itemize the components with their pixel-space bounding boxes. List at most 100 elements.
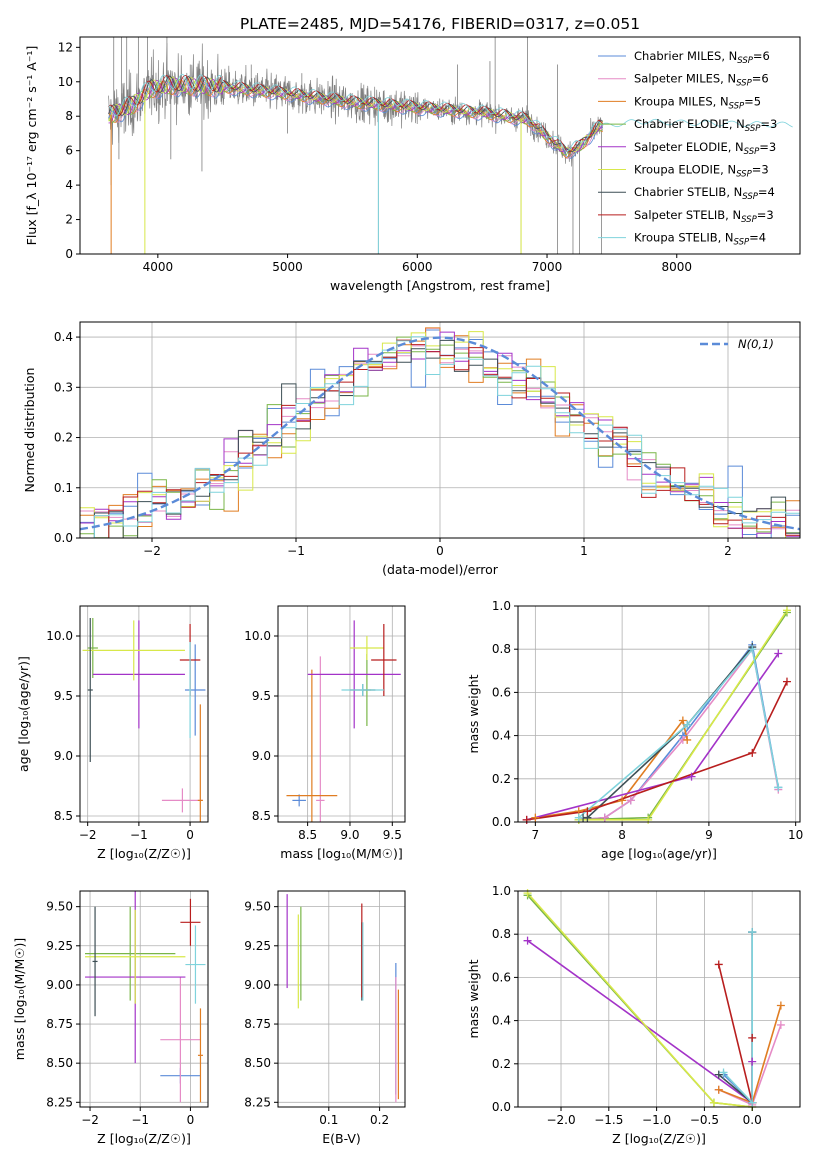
legend-entry: Kroupa ELODIE, NSSP=3 [634, 163, 769, 180]
y-axis-label: mass weight [466, 674, 481, 753]
y-tick-label: 0.6 [492, 970, 511, 984]
y-tick-label: 10.0 [244, 629, 271, 643]
histogram-step [80, 336, 800, 538]
plus-marker [574, 813, 583, 822]
series-line [578, 647, 780, 821]
plus-marker [583, 807, 592, 816]
plus-marker [774, 649, 783, 658]
x-tick-label: 9 [705, 828, 713, 842]
plus-marker [687, 772, 696, 781]
series-line [718, 1005, 782, 1104]
series-line [578, 647, 780, 819]
y-tick-label: 0.2 [492, 772, 511, 786]
plot-area-mass_ebv [286, 894, 399, 1103]
x-tick-label: −1.0 [642, 1113, 671, 1127]
x-tick-label: 0.0 [743, 1113, 762, 1127]
y-tick-label: 9.50 [46, 900, 73, 914]
x-tick-label: 0.2 [370, 1113, 389, 1127]
legend-entry: Salpeter MILES, NSSP=6 [634, 72, 769, 89]
y-tick-label: 8.5 [252, 809, 271, 823]
x-tick-label: −0.5 [690, 1113, 719, 1127]
y-tick-label: 0.4 [492, 729, 511, 743]
plus-marker [683, 720, 692, 729]
y-tick-label: 8 [65, 109, 73, 123]
axes-mass_Z [80, 891, 208, 1107]
plus-marker [626, 796, 635, 805]
y-axis-label: mass [log₁₀(M/M☉)] [12, 938, 27, 1060]
y-tick-label: 10.0 [46, 629, 73, 643]
x-tick-label: 8.5 [298, 828, 317, 842]
x-axis-label: mass [log₁₀(M/M☉)] [280, 846, 402, 861]
x-tick-label: 0 [436, 544, 444, 558]
y-tick-label: 1.0 [492, 884, 511, 898]
x-axis-label: wavelength [Angstrom, rest frame] [330, 278, 550, 293]
y-tick-label: 8.50 [244, 1056, 271, 1070]
plus-marker [644, 815, 653, 824]
x-tick-label: 0.1 [319, 1113, 338, 1127]
axes-frame-spectrum [79, 36, 801, 255]
plus-marker [523, 936, 532, 945]
x-tick-label: 9.5 [383, 828, 402, 842]
series-line [578, 612, 788, 821]
x-axis-label: Z [log₁₀(Z/Z☉)] [97, 846, 191, 861]
axes-frame-mass_Z [79, 890, 209, 1108]
plus-marker [709, 1098, 718, 1107]
plus-marker [714, 1085, 723, 1094]
y-tick-label: 0.8 [492, 927, 511, 941]
legend-entry: Chabrier ELODIE, NSSP=3 [634, 117, 777, 134]
y-tick-label: 12 [58, 40, 73, 54]
y-tick-label: 8.25 [244, 1095, 271, 1109]
model-spectrum-line [108, 76, 604, 152]
x-axis-label: Z [log₁₀(Z/Z☉)] [612, 1131, 706, 1146]
y-tick-label: 9.0 [54, 749, 73, 763]
data-spectrum-line [108, 43, 604, 167]
plus-marker [748, 1057, 757, 1066]
axes-weight_Z [518, 890, 800, 1108]
x-tick-label: −1 [131, 1113, 149, 1127]
y-tick-label: 8.50 [46, 1056, 73, 1070]
axes-age_mass [278, 606, 405, 822]
plus-marker [523, 889, 532, 898]
x-tick-label: 8 [618, 828, 626, 842]
y-tick-label: 0.0 [54, 531, 73, 545]
x-tick-label: 7000 [532, 260, 563, 274]
model-spectrum-line [108, 73, 793, 153]
legend-entry: Kroupa STELIB, NSSP=4 [634, 231, 766, 248]
x-tick-label: −2 [143, 544, 161, 558]
x-tick-label: 2 [724, 544, 732, 558]
model-spectrum-line [108, 74, 604, 153]
plot-area-weight_age [526, 609, 788, 821]
y-axis-label: age [log₁₀(age/yr)] [16, 656, 31, 772]
plus-marker [522, 815, 531, 824]
series-line [526, 653, 779, 821]
plot-area-mass_Z [85, 891, 206, 1103]
legend-entry: N(0,1) [738, 337, 774, 351]
y-tick-label: 0 [65, 247, 73, 261]
x-tick-label: 1 [580, 544, 588, 558]
series-line [526, 681, 788, 821]
plot-area-weight_Z [527, 892, 782, 1107]
plus-marker [714, 1070, 723, 1079]
model-spectrum-line [108, 78, 604, 156]
x-tick-label: −1.5 [594, 1113, 623, 1127]
y-tick-label: 9.25 [46, 939, 73, 953]
y-tick-label: 10 [58, 75, 73, 89]
y-tick-label: 9.00 [244, 978, 271, 992]
y-tick-label: 8.5 [54, 809, 73, 823]
y-tick-label: 0.6 [492, 685, 511, 699]
axes-frame-weight_Z [517, 890, 801, 1108]
plus-marker [618, 796, 627, 805]
x-axis-label: E(B-V) [322, 1131, 361, 1146]
legend-entry: Salpeter ELODIE, NSSP=3 [634, 140, 776, 157]
axes-frame-age_mass [277, 605, 406, 823]
y-tick-label: 0.4 [54, 330, 73, 344]
plus-marker [748, 1098, 757, 1107]
y-axis-label: Flux [f_λ 10⁻¹⁷ erg cm⁻² s⁻¹ A⁻¹] [24, 46, 39, 246]
legend-entry: Salpeter STELIB, NSSP=3 [634, 208, 774, 225]
model-spectrum-line [108, 75, 604, 153]
x-tick-label: 6000 [402, 260, 433, 274]
x-tick-label: −2 [81, 1113, 99, 1127]
axes-frame-age_Z [79, 605, 209, 823]
y-axis-label: mass weight [466, 959, 481, 1038]
